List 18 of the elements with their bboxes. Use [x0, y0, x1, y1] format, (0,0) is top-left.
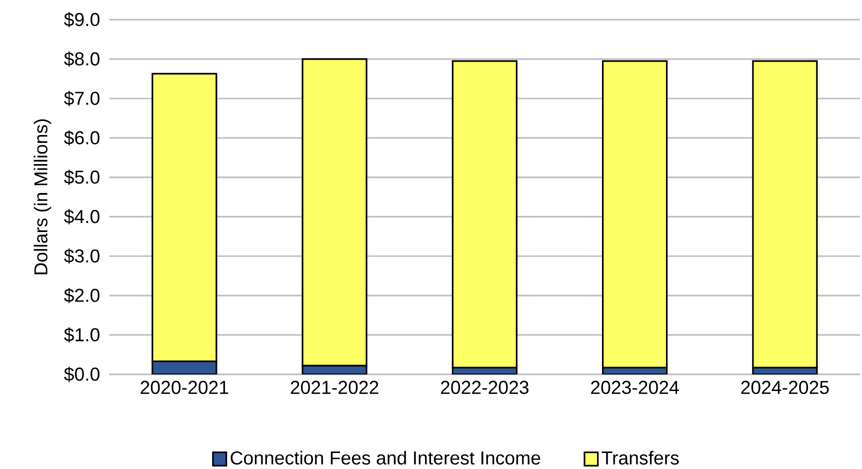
y-axis-title: Dollars (in Millions) [34, 119, 52, 274]
x-tick-label: 2024-2025 [741, 380, 829, 394]
y-tick-label: $3.0 [64, 248, 100, 264]
x-tick-label: 2022-2023 [440, 380, 528, 394]
y-tick-label: $7.0 [64, 90, 100, 106]
y-tick-label: $6.0 [64, 130, 100, 146]
y-tick-label: $4.0 [64, 209, 100, 224]
y-tick-label: $9.0 [64, 12, 100, 28]
y-tick-label: $8.0 [64, 52, 100, 67]
x-tick-label: 2023-2024 [591, 380, 679, 394]
x-tick-label: 2020-2021 [140, 380, 228, 394]
y-tick-label: $5.0 [64, 170, 100, 185]
y-tick-label: $1.0 [64, 327, 100, 342]
y-tick-label: $0.0 [64, 366, 100, 382]
legend-label: Connection Fees and Interest Income [230, 450, 540, 465]
legend-label: Transfers [602, 450, 679, 465]
x-tick-label: 2021-2022 [290, 380, 378, 394]
y-tick-label: $2.0 [64, 288, 100, 304]
